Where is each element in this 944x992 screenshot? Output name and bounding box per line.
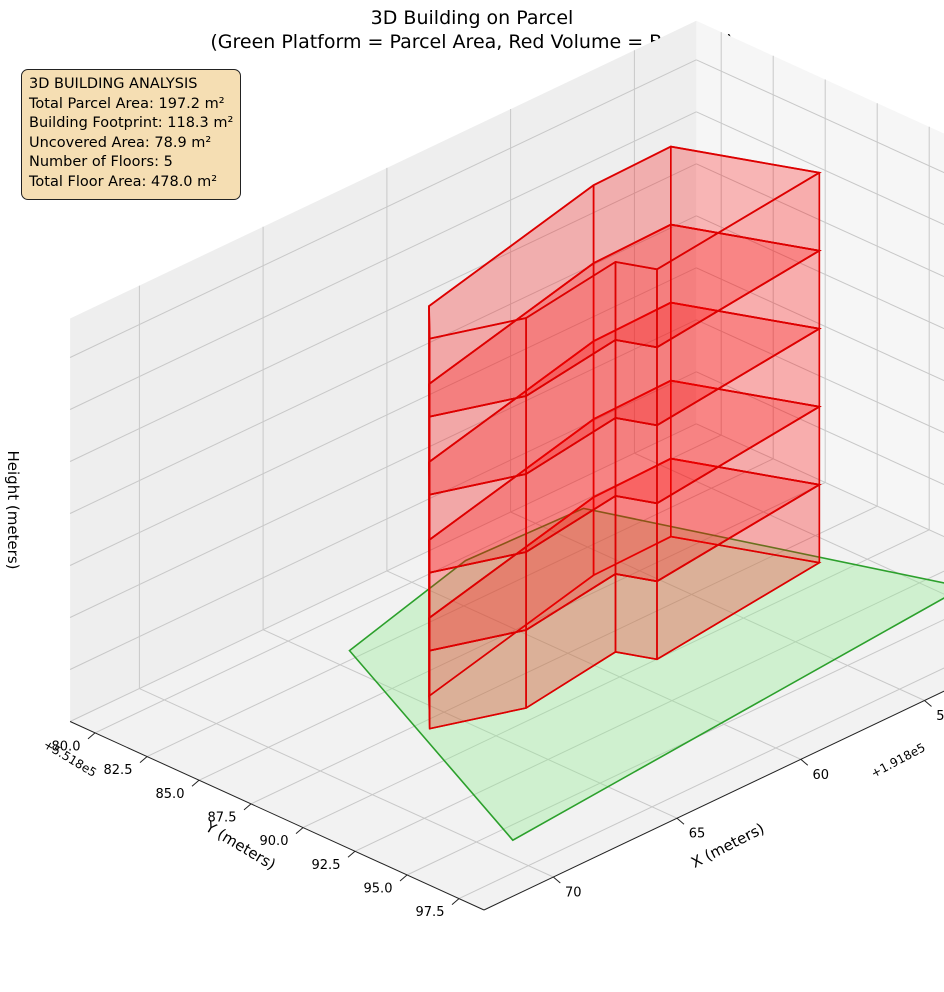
- y-tick-mark: [347, 850, 356, 858]
- z-grid-wall-a: [696, 267, 944, 382]
- y-tick-label: 82.5: [104, 763, 133, 778]
- z-grid-wall-a: [696, 163, 944, 278]
- chart-title-block: 3D Building on Parcel (Green Platform = …: [0, 6, 944, 54]
- z-grid-wall-a: [696, 59, 944, 174]
- y-grid-floor: [406, 619, 944, 876]
- y-tick-mark: [451, 898, 460, 905]
- chart-subtitle: (Green Platform = Parcel Area, Red Volum…: [210, 31, 734, 53]
- y-tick-label: 90.0: [260, 834, 289, 849]
- floor-2-wall: [614, 495, 658, 583]
- y-tick-label: 97.5: [416, 905, 445, 920]
- z-grid-wall-b: [69, 267, 697, 566]
- info-line-uncovered-area: Uncovered Area: 78.9 m²: [29, 134, 212, 151]
- floor-pane: [70, 423, 944, 910]
- z-grid-wall-b: [69, 163, 697, 462]
- info-line-total-parcel-area: Total Parcel Area: 197.2 m²: [29, 95, 225, 112]
- z-grid-wall-a: [696, 111, 944, 226]
- x-axis-line: [483, 690, 944, 911]
- y-tick-mark: [295, 827, 304, 834]
- info-box: 3D BUILDING ANALYSIS Total Parcel Area: …: [21, 69, 242, 200]
- z-axis-label: Height (meters): [4, 451, 22, 570]
- x-tick-label: 70: [565, 886, 582, 901]
- plot-marks: [348, 145, 944, 842]
- x-tick-mark: [800, 758, 809, 766]
- x-tick-label: 65: [689, 827, 706, 842]
- y-tick-mark: [139, 756, 148, 763]
- x-tick-mark: [676, 817, 685, 825]
- y-grid-floor: [302, 529, 930, 829]
- x-tick-mark: [552, 876, 561, 884]
- x-grid-floor: [510, 511, 925, 701]
- parcel-platform: [348, 507, 944, 842]
- y-axis-line: [69, 721, 485, 911]
- y-tick-label: 87.5: [208, 810, 237, 825]
- y-tick-label: 92.5: [312, 858, 341, 873]
- back-wall-y-pane: [696, 20, 944, 537]
- z-grid-wall-a: [696, 215, 944, 330]
- y-tick-mark: [243, 803, 252, 811]
- x-grid-floor: [139, 688, 554, 878]
- z-grid-wall-b: [69, 111, 697, 410]
- info-line-building-footprint: Building Footprint: 118.3 m²: [29, 115, 234, 132]
- z-grid-wall-a: [696, 371, 944, 486]
- info-title: 3D BUILDING ANALYSIS: [29, 76, 198, 92]
- axis-lines: [69, 690, 944, 911]
- y-grid-floor: [458, 667, 944, 900]
- y-tick-label: 95.0: [364, 882, 393, 897]
- x-tick-mark: [924, 700, 932, 707]
- floor-5-top: [428, 145, 822, 340]
- y-tick-mark: [87, 732, 96, 740]
- y-grid-floor: [198, 482, 826, 781]
- y-tick-label: 80.0: [52, 739, 81, 754]
- floor-5-wall: [614, 261, 658, 349]
- x-tick-label: 60: [813, 768, 830, 783]
- x-offset-label: +1.918e5: [869, 740, 928, 780]
- tick-labels: 505560657080.082.585.087.590.092.595.097…: [52, 700, 944, 920]
- floor-4-wall: [614, 339, 658, 427]
- z-grid-wall-a: [696, 423, 944, 538]
- y-grid-floor: [250, 505, 878, 805]
- x-grid-floor: [634, 452, 944, 595]
- floor-3-wall: [614, 417, 658, 505]
- z-grid-wall-b: [69, 423, 697, 722]
- y-grid-floor: [354, 570, 944, 852]
- y-tick-mark: [191, 779, 200, 787]
- y-tick-label: 85.0: [156, 787, 185, 802]
- info-line-number-of-floors: Number of Floors: 5: [29, 154, 173, 171]
- y-tick-mark: [399, 874, 408, 882]
- floor-1-wall: [614, 573, 658, 661]
- z-grid-wall-b: [69, 59, 697, 358]
- chart-title: 3D Building on Parcel: [370, 7, 574, 29]
- z-grid-wall-a: [696, 319, 944, 434]
- info-line-total-floor-area: Total Floor Area: 478.0 m²: [29, 173, 218, 190]
- x-tick-label: 55: [936, 709, 944, 724]
- axis-panes: [70, 20, 944, 910]
- back-wall-x-pane: [70, 20, 697, 722]
- z-grid-wall-b: [69, 319, 697, 618]
- y-grid-floor: [146, 458, 774, 758]
